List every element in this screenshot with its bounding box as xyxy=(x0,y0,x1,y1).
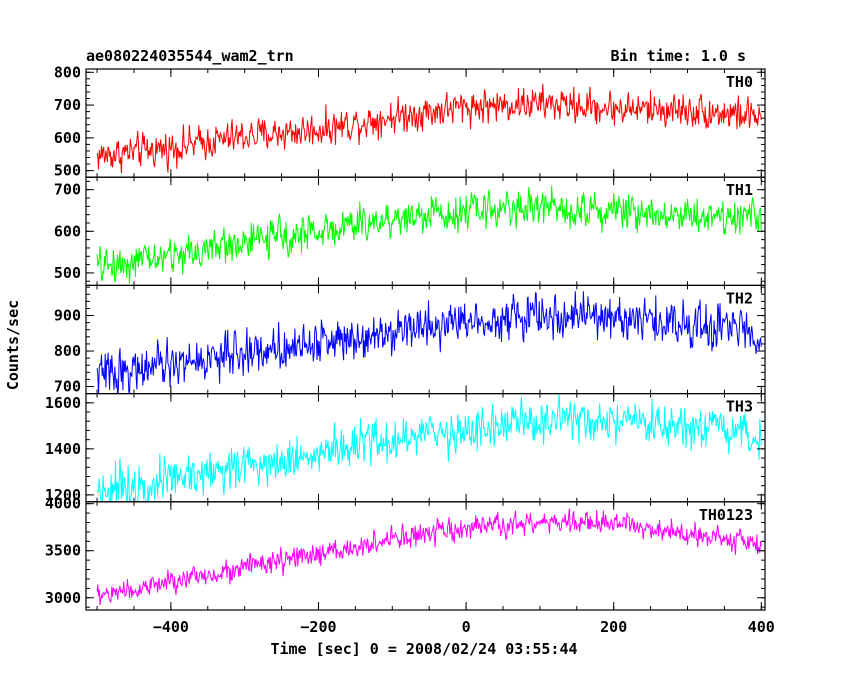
x-tick-label: −200 xyxy=(300,618,336,636)
panel-frame xyxy=(85,68,766,178)
panel-label: TH0123 xyxy=(699,506,753,524)
y-tick-label: 800 xyxy=(54,63,81,81)
x-tick-label: 400 xyxy=(748,618,775,636)
series-th1 xyxy=(96,185,762,284)
panel-th1: 500 600 700 TH1 xyxy=(54,176,766,286)
x-tick-label: 200 xyxy=(600,618,627,636)
y-tick-label: 1400 xyxy=(45,440,81,458)
panel-label: TH0 xyxy=(726,73,753,91)
y-tick-label: 900 xyxy=(54,307,81,325)
y-tick-label: 1600 xyxy=(45,394,81,412)
series-th0123 xyxy=(96,508,762,606)
bin-time-label: Bin time: 1.0 s xyxy=(611,47,746,65)
y-tick-label: 4000 xyxy=(45,495,81,513)
y-tick-label: 600 xyxy=(54,129,81,147)
series-th0 xyxy=(96,83,762,174)
panel-th2: 700 800 900 TH2 xyxy=(54,284,766,396)
panel-frame xyxy=(85,284,766,395)
panel-th0123: 3000 3500 4000 TH0123 xyxy=(45,495,766,611)
y-tick-label: 800 xyxy=(54,342,81,360)
y-tick-label: 500 xyxy=(54,162,81,180)
x-axis: −400 −200 0 200 400 xyxy=(153,618,775,636)
y-axis-label: Counts/sec xyxy=(4,300,22,390)
y-tick-label: 700 xyxy=(54,181,81,199)
x-tick-label: 0 xyxy=(462,618,471,636)
panel-th0: 500 600 700 800 TH0 xyxy=(54,63,766,180)
x-axis-label: Time [sec] 0 = 2008/02/24 03:55:44 xyxy=(270,640,577,658)
panel-frame xyxy=(85,176,766,286)
panel-label: TH1 xyxy=(726,181,753,199)
panel-label: TH3 xyxy=(726,398,753,416)
chart-title: ae080224035544_wam2_trn xyxy=(86,47,294,65)
series-th2 xyxy=(96,291,762,394)
y-tick-label: 3500 xyxy=(45,542,81,560)
y-tick-label: 600 xyxy=(54,222,81,240)
y-tick-label: 1200 xyxy=(45,486,81,504)
panels: 500 600 700 800 TH0 500 600 700 TH1 700 800 900 TH2 1… xyxy=(45,63,766,611)
panel-th3: 1200 1400 1600 TH3 xyxy=(45,393,766,504)
y-tick-label: 3000 xyxy=(45,589,81,607)
y-tick-label: 700 xyxy=(54,96,81,114)
y-tick-label: 500 xyxy=(54,264,81,282)
panel-label: TH2 xyxy=(726,289,753,307)
y-tick-label: 700 xyxy=(54,378,81,396)
x-tick-label: −400 xyxy=(153,618,189,636)
panel-frame xyxy=(85,501,766,611)
series-th3 xyxy=(96,393,762,502)
panel-frame xyxy=(85,393,766,503)
